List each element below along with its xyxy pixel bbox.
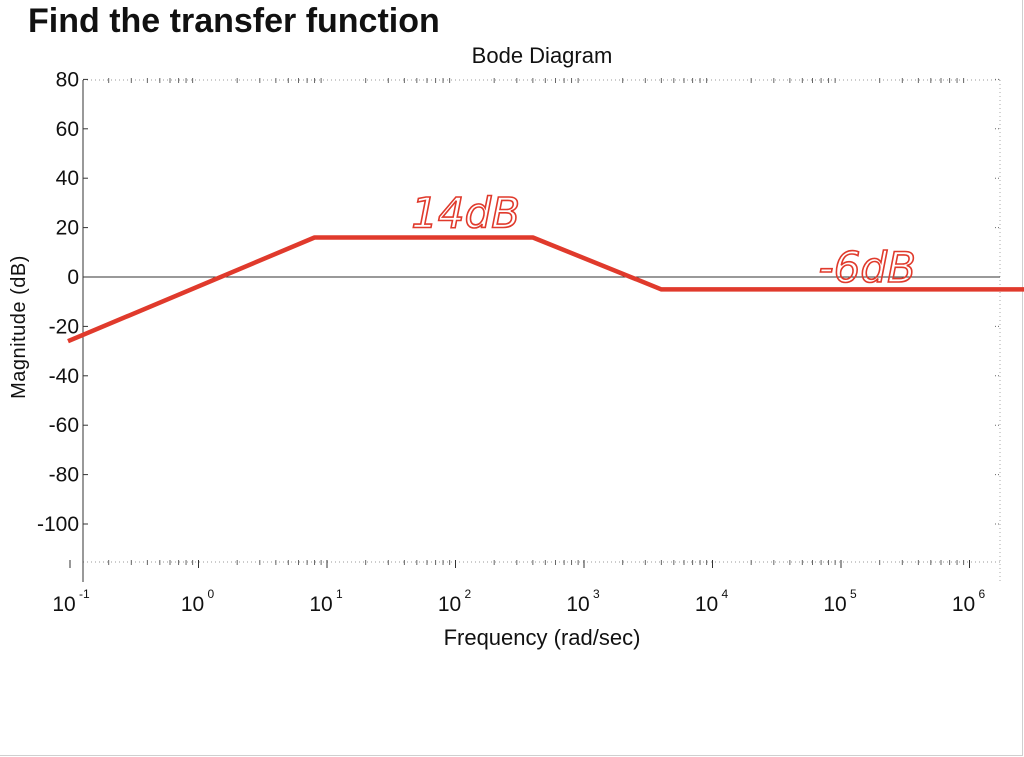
x-tick-label: 10 [695, 593, 718, 616]
y-tick-label: -20 [49, 315, 79, 338]
y-tick-label: -60 [49, 414, 79, 437]
y-axis-label: Magnitude (dB) [8, 255, 30, 399]
x-tick-label: 10 [309, 593, 332, 616]
annotations-layer: 14dB -6dB [410, 188, 916, 293]
x-tick-label: 10 [823, 593, 846, 616]
x-tick-label: 10 [52, 593, 75, 616]
x-tick-exponent: 1 [336, 587, 343, 601]
x-tick-exponent: 3 [593, 587, 600, 601]
x-tick-label: 10 [952, 593, 975, 616]
x-tick-label: 10 [566, 593, 589, 616]
x-tick-exponent: 5 [850, 587, 857, 601]
handwritten-annotation: 14dB [411, 189, 520, 238]
x-tick-exponent: 0 [208, 587, 215, 601]
page-title: Find the transfer function [28, 2, 440, 40]
minor-tick-dots [108, 78, 965, 565]
x-axis-label: Frequency (rad/sec) [444, 625, 641, 650]
plot-frame [82, 79, 1001, 582]
y-tick-label: -80 [49, 464, 79, 487]
series-layer [67, 235, 1024, 344]
y-tick-label: 60 [56, 118, 79, 141]
x-tick-label: 10 [181, 593, 204, 616]
handwritten-annotation: -6dB [819, 243, 916, 292]
y-tick-label: 0 [67, 266, 79, 289]
y-tick-label: -100 [37, 513, 79, 536]
y-tick-label: 80 [56, 68, 79, 91]
x-tick-exponent: 4 [722, 587, 729, 601]
x-axis-ticks: 10 -1 10 0 10 1 10 2 10 3 10 4 10 5 10 6 [52, 560, 986, 616]
y-tick-label: -40 [49, 365, 79, 388]
x-tick-label: 10 [438, 593, 461, 616]
magnitude-asymptote-line [67, 235, 1024, 344]
chart-title: Bode Diagram [472, 43, 613, 68]
x-tick-exponent: -1 [79, 587, 90, 601]
x-tick-exponent: 6 [979, 587, 986, 601]
y-axis-ticks: 80 60 40 20 0 -20 -40 -60 -80 -100 [37, 68, 1000, 536]
y-tick-label: 40 [56, 167, 79, 190]
y-tick-label: 20 [56, 217, 79, 240]
x-tick-exponent: 2 [465, 587, 472, 601]
